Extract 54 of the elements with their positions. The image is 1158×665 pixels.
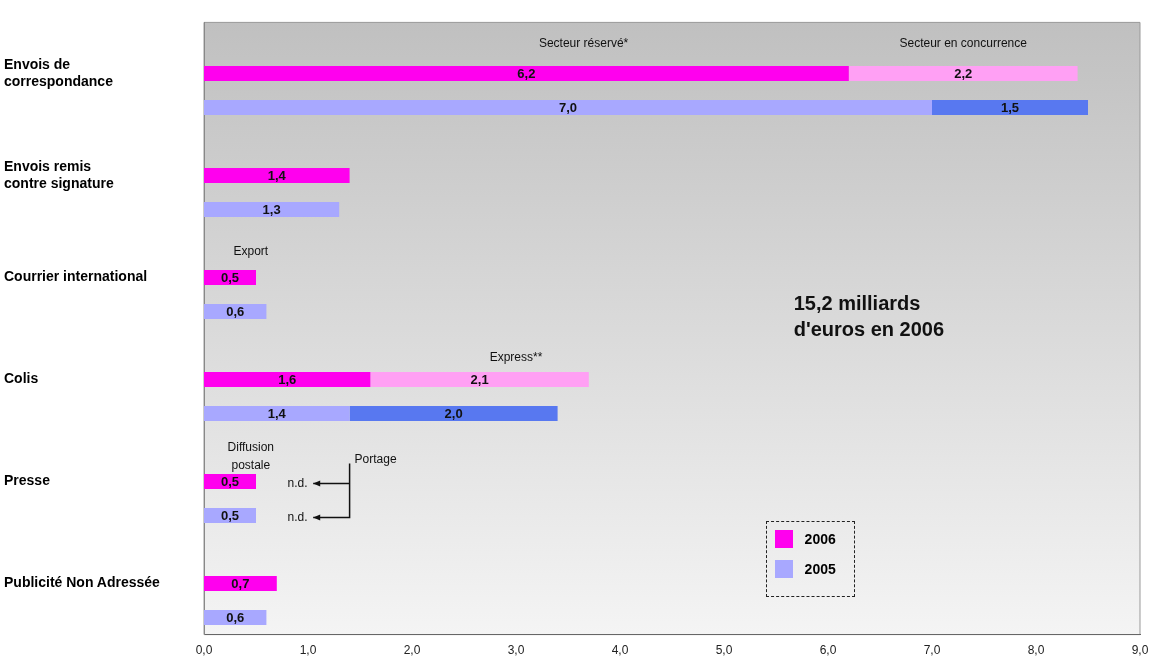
annotation: 15,2 milliards d'euros en 2006 <box>793 291 945 340</box>
bar <box>370 372 589 387</box>
data-label: 0,5 <box>220 508 240 524</box>
annotation: Secteur réservé* <box>538 35 629 50</box>
y-tick-label: Publicité Non Adressée <box>4 574 161 591</box>
legend-label: 2006 <box>804 531 836 548</box>
x-tick-label: 3,0 <box>507 643 525 658</box>
x-tick-label: 1,0 <box>299 643 317 658</box>
y-tick-label: Presse <box>4 472 51 489</box>
data-label: 1,5 <box>1000 100 1020 116</box>
data-label: 0,5 <box>220 270 240 286</box>
data-label: 6,2 <box>517 65 536 81</box>
bar <box>204 65 849 81</box>
y-tick-label: Envois de correspondance <box>4 55 114 89</box>
x-tick-label: 8,0 <box>1027 643 1045 658</box>
data-label: 0,7 <box>231 576 250 592</box>
annotation: Portage <box>354 451 397 466</box>
x-tick-label: 0,0 <box>195 643 213 658</box>
data-label: 0,6 <box>226 304 245 320</box>
legend-label: 2005 <box>804 561 836 578</box>
data-label: 2,2 <box>954 65 973 81</box>
x-tick-label: 7,0 <box>923 643 941 658</box>
x-tick-label: 4,0 <box>611 643 629 658</box>
data-label: 1,6 <box>278 372 297 388</box>
x-tick-label: 9,0 <box>1131 643 1149 658</box>
bar <box>848 65 1078 81</box>
bar <box>204 167 350 183</box>
data-label: 1,4 <box>267 406 287 422</box>
annotation: Export <box>233 243 269 258</box>
bar <box>204 406 350 422</box>
data-label: 1,4 <box>267 168 287 184</box>
data-label: 2,0 <box>444 406 463 422</box>
x-tick-label: 6,0 <box>819 643 837 658</box>
annotation: Secteur en concurrence <box>899 35 1028 50</box>
bar <box>932 99 1088 115</box>
annotation: Diffusion postale <box>227 439 275 472</box>
data-label: 1,3 <box>262 202 281 218</box>
annotation: Express** <box>489 349 543 364</box>
data-label: 2,1 <box>470 372 489 388</box>
data-label: 7,0 <box>558 100 578 116</box>
bar <box>204 201 340 217</box>
annotation: n.d. <box>287 475 308 490</box>
bar <box>204 576 277 592</box>
x-tick-label: 2,0 <box>403 643 421 658</box>
y-tick-label: Courrier international <box>4 268 148 285</box>
annotation: n.d. <box>287 509 308 524</box>
y-tick-label: Envois remis contre signature <box>4 157 114 191</box>
data-label: 0,5 <box>220 474 240 490</box>
x-tick-label: 5,0 <box>715 643 733 658</box>
bar <box>204 99 932 115</box>
y-tick-label: Colis <box>4 370 39 387</box>
bar <box>349 406 558 422</box>
data-label: 0,6 <box>226 610 245 626</box>
bar <box>204 372 371 387</box>
